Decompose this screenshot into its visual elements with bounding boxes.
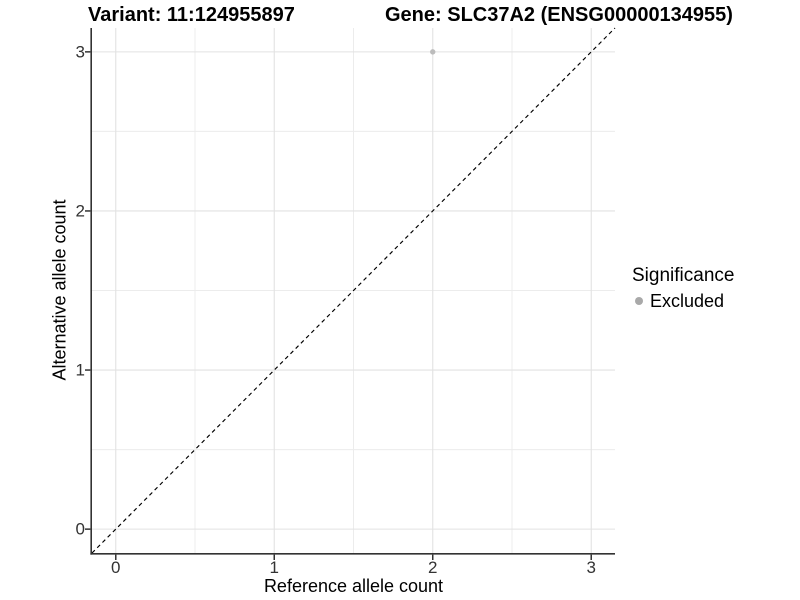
x-tick-label: 3	[586, 558, 596, 577]
plot-title-variant: Variant: 11:124955897	[88, 4, 295, 26]
x-tick-label: 0	[111, 558, 121, 577]
y-tick-label: 3	[75, 42, 85, 62]
legend-item-label: Excluded	[650, 290, 725, 311]
y-tick-label: 1	[75, 360, 85, 380]
excluded-point-marker-icon	[635, 297, 643, 306]
data-point-excluded	[430, 49, 436, 55]
legend-title: Significance	[632, 265, 735, 286]
identity-reference-line	[91, 27, 616, 554]
y-tick-label: 0	[75, 519, 85, 539]
x-axis-title: Reference allele count	[263, 576, 444, 596]
legend-item-excluded: Excluded	[632, 291, 734, 312]
plot-title-gene: Gene: SLC37A2 (ENSG00000134955)	[385, 4, 733, 26]
legend: Significance Excluded	[632, 265, 734, 312]
x-tick-label: 1	[269, 558, 279, 577]
x-tick-label: 2	[428, 558, 438, 577]
y-axis-title: Alternative allele count	[49, 199, 70, 381]
y-tick-label: 2	[75, 201, 85, 221]
